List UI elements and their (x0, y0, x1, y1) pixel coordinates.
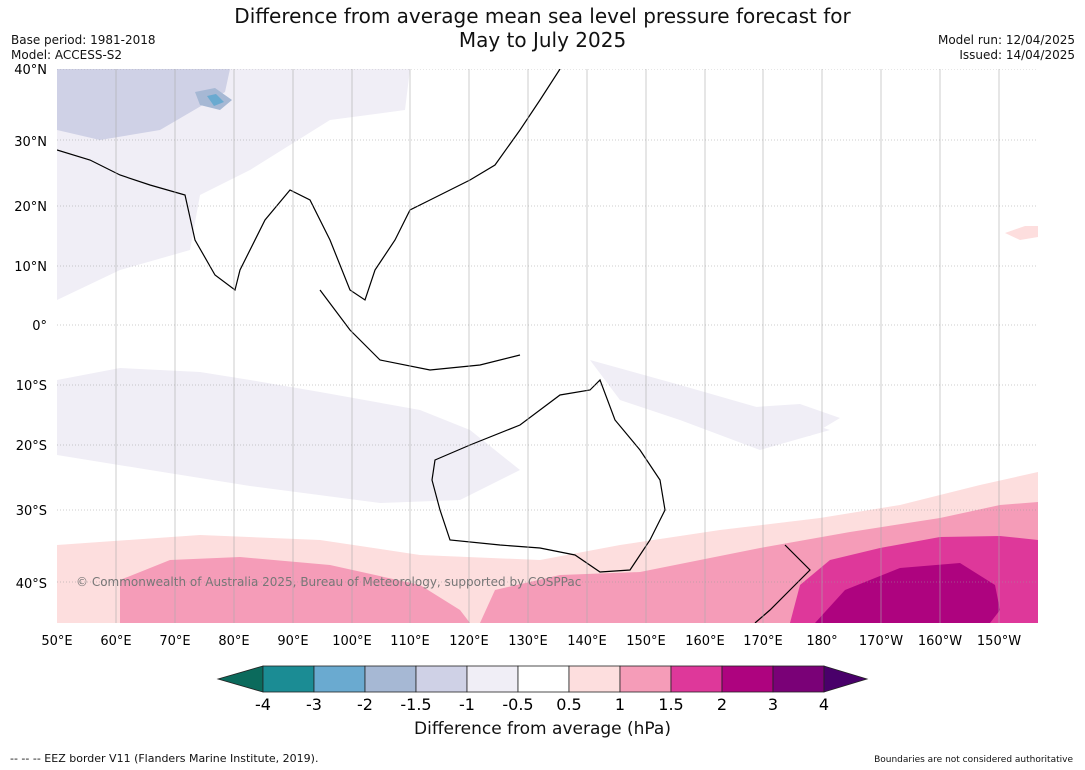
colorbar-tick: -2 (357, 695, 373, 714)
latitude-labels: 40°N 30°N 20°N 10°N 0° 10°S 20°S 30°S 40… (14, 63, 47, 592)
colorbar-tick: 1 (615, 695, 625, 714)
colorbar-bin (313, 665, 366, 693)
title-line-1: Difference from average mean sea level p… (234, 4, 851, 28)
copyright-notice: © Commonwealth of Australia 2025, Bureau… (76, 575, 581, 589)
lat-label: 20°N (14, 200, 47, 215)
australia-coastline (431, 378, 666, 573)
model-info: Base period: 1981-2018 Model: ACCESS-S2 (11, 33, 156, 63)
lat-label: 0° (32, 319, 47, 334)
lat-label: 20°S (16, 439, 47, 454)
colorbar-tick: -3 (306, 695, 322, 714)
lon-label: 80°E (218, 634, 249, 649)
meridians (115, 69, 1000, 623)
maritime-continent-coastline (319, 289, 521, 371)
colorbar-tick: 2 (717, 695, 727, 714)
colorbar-bin (772, 665, 825, 693)
base-period: Base period: 1981-2018 (11, 33, 156, 47)
asia-coastline (57, 69, 561, 301)
lat-label: 30°S (16, 504, 47, 519)
lon-label: 160°E (685, 634, 725, 649)
issue-info: Model run: 12/04/2025 Issued: 14/04/2025 (938, 33, 1075, 63)
anomaly-field (57, 69, 1038, 623)
lat-label: 30°N (14, 135, 47, 150)
anomaly-area-positive-core (815, 563, 1000, 623)
colorbar-bin (721, 665, 774, 693)
model-name: Model: ACCESS-S2 (11, 48, 123, 62)
colorbar-tick: 1.5 (658, 695, 683, 714)
eez-note: -- -- -- EEZ border V11 (Flanders Marine… (10, 752, 319, 765)
colorbar-tick: -1.5 (400, 695, 431, 714)
lon-label: 120°E (449, 634, 489, 649)
title-line-2: May to July 2025 (458, 28, 627, 52)
lon-label: 70°E (159, 634, 190, 649)
new-zealand-coastline (754, 544, 811, 623)
colorbar-tick: 4 (819, 695, 829, 714)
anomaly-area-negative-light (57, 368, 520, 503)
anomaly-area-positive-light (1005, 226, 1038, 240)
colorbar-tick: -0.5 (502, 695, 533, 714)
issued-date: Issued: 14/04/2025 (959, 48, 1075, 62)
boundaries-disclaimer: Boundaries are not considered authoritat… (874, 755, 1073, 765)
colorbar-bin (670, 665, 723, 693)
lon-label: 100°E (332, 634, 372, 649)
lat-label: 40°S (16, 577, 47, 592)
anomaly-area-negative-light (740, 404, 840, 436)
anomaly-area-negative-core (207, 94, 224, 106)
colorbar-arrow-max (823, 665, 869, 693)
lon-label: 90°E (277, 634, 308, 649)
lat-label: 40°N (14, 63, 47, 78)
colorbar-tick: -1 (459, 695, 475, 714)
colorbar-bin (262, 665, 315, 693)
colorbar-arrow-min (216, 665, 264, 693)
lat-label: 10°N (14, 260, 47, 275)
colorbar-bin (415, 665, 468, 693)
lon-label: 110°E (390, 634, 430, 649)
map-title: Difference from average mean sea level p… (0, 4, 1085, 52)
lon-label: 50°E (41, 634, 72, 649)
colorbar (216, 665, 869, 693)
lon-label: 170°W (859, 634, 903, 649)
model-run: Model run: 12/04/2025 (937, 33, 1075, 47)
lon-label: 140°E (567, 634, 607, 649)
lon-label: 170°E (743, 634, 783, 649)
colorbar-bin (466, 665, 519, 693)
colorbar-bin (364, 665, 417, 693)
lon-label: 150°E (626, 634, 666, 649)
colorbar-bin (619, 665, 672, 693)
lon-label: 160°W (918, 634, 962, 649)
colorbar-bin (568, 665, 621, 693)
anomaly-area-negative-mid (57, 69, 230, 140)
colorbar-tick: 0.5 (556, 695, 581, 714)
anomaly-area-negative-light (590, 360, 830, 450)
colorbar-bin (517, 665, 570, 693)
lon-label: 130°E (508, 634, 548, 649)
lon-label: 150°W (977, 634, 1021, 649)
lon-label: 180° (806, 634, 837, 649)
coastlines (57, 69, 811, 623)
colorbar-label: Difference from average (hPa) (414, 719, 671, 739)
colorbar-tick: -4 (255, 695, 271, 714)
lon-label: 60°E (100, 634, 131, 649)
colorbar-ticks: -4 -3 -2 -1.5 -1 -0.5 0.5 1 1.5 2 3 4 (255, 695, 829, 714)
lat-label: 10°S (16, 379, 47, 394)
longitude-labels: 50°E 60°E 70°E 80°E 90°E 100°E 110°E 120… (41, 634, 1021, 649)
colorbar-tick: 3 (768, 695, 778, 714)
